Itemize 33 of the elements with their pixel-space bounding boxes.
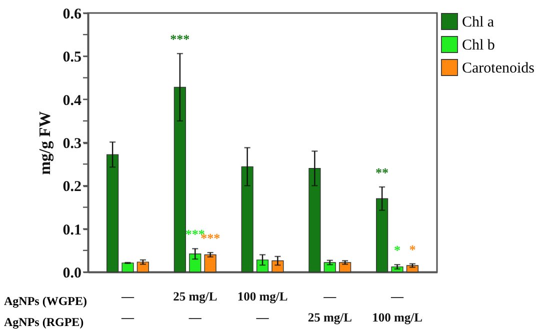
y-tick-label: 0.6 bbox=[62, 6, 82, 22]
y-tick-label: 0.1 bbox=[62, 222, 82, 238]
bar bbox=[122, 262, 134, 272]
x-tick-label: 100 mg/L — bbox=[237, 290, 288, 324]
bar bbox=[308, 168, 321, 272]
bar bbox=[376, 198, 388, 272]
data-label: * bbox=[394, 242, 400, 258]
y-tick-label: 0.0 bbox=[62, 266, 82, 282]
y-tick-label: 0.2 bbox=[62, 179, 82, 196]
text: AgNPs (RGPE) bbox=[4, 315, 84, 329]
x-tick-label: — — bbox=[120, 290, 134, 324]
bar bbox=[339, 262, 352, 272]
data-label: *** bbox=[170, 32, 190, 47]
y-tick-label: 0.5 bbox=[62, 50, 82, 66]
text: AgNPs (WGPE) bbox=[4, 294, 87, 308]
bar bbox=[272, 260, 284, 272]
bar bbox=[324, 262, 336, 272]
x-tick-label: 25 mg/L — bbox=[173, 290, 218, 324]
data-label: * bbox=[409, 242, 416, 257]
legend-label: Chl b bbox=[462, 38, 495, 54]
y-tick-label: 0.3 bbox=[62, 136, 82, 152]
x-tick-label: — 100 mg/L bbox=[372, 290, 422, 324]
bar bbox=[106, 154, 119, 272]
y-axis-title: mg/g FW bbox=[36, 111, 54, 175]
bar bbox=[241, 166, 254, 272]
legend-label: Chl a bbox=[462, 14, 494, 30]
x-tick-label: — 25 mg/L bbox=[308, 290, 352, 324]
bar bbox=[136, 262, 149, 272]
bar bbox=[189, 254, 202, 272]
y-tick-label: 0.4 bbox=[62, 92, 82, 109]
legend-label: Carotenoids bbox=[462, 60, 535, 76]
data-label: ** bbox=[376, 164, 389, 180]
bar bbox=[174, 86, 186, 272]
